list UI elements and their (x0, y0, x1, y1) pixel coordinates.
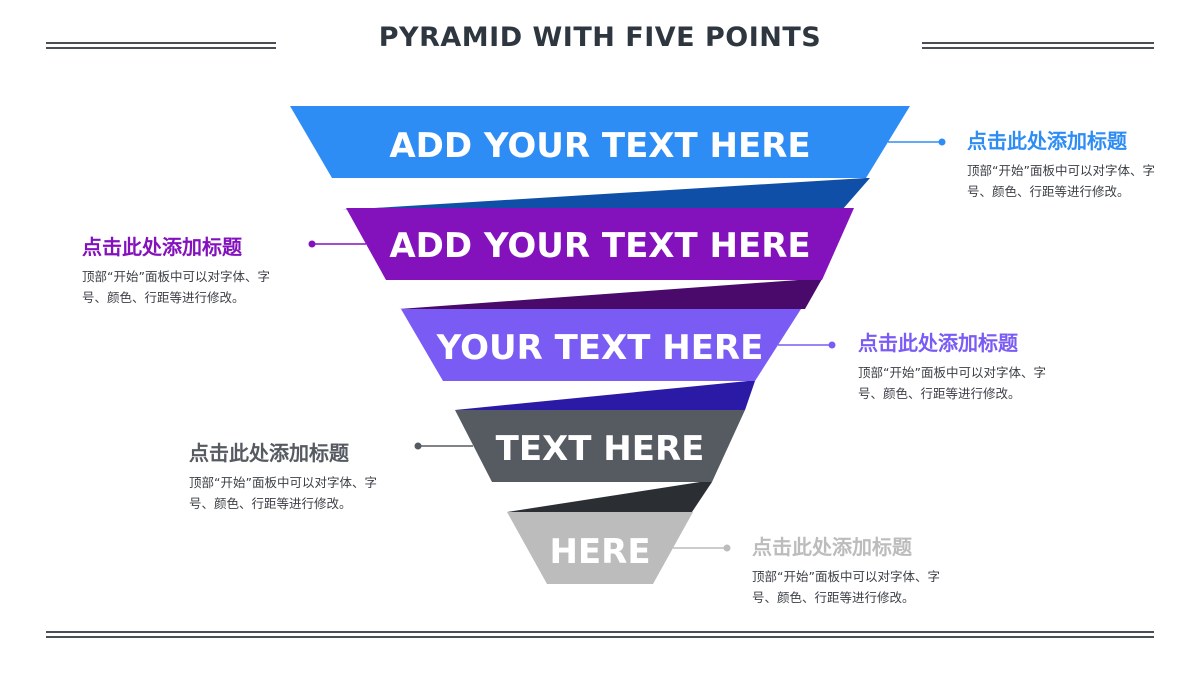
callout-5: 点击此处添加标题 顶部“开始”面板中可以对字体、字号、颜色、行距等进行修改。 (752, 534, 972, 608)
callout-3-body: 顶部“开始”面板中可以对字体、字号、颜色、行距等进行修改。 (858, 365, 1046, 401)
tier-4-label: TEXT HERE (495, 429, 705, 469)
tier-3-label: YOUR TEXT HERE (436, 328, 764, 368)
callout-4-body: 顶部“开始”面板中可以对字体、字号、颜色、行距等进行修改。 (189, 475, 377, 511)
callout-5-body: 顶部“开始”面板中可以对字体、字号、颜色、行距等进行修改。 (752, 569, 940, 605)
connector-5 (673, 544, 731, 552)
callout-2-body: 顶部“开始”面板中可以对字体、字号、颜色、行距等进行修改。 (82, 269, 270, 305)
tier-4-band (455, 410, 745, 482)
fold-2-3 (399, 279, 822, 309)
tier-1-band (290, 106, 910, 178)
callout-5-title: 点击此处添加标题 (752, 535, 912, 559)
callout-1-title: 点击此处添加标题 (967, 129, 1127, 153)
callout-4: 点击此处添加标题 顶部“开始”面板中可以对字体、字号、颜色、行距等进行修改。 (189, 440, 409, 514)
callout-2: 点击此处添加标题 顶部“开始”面板中可以对字体、字号、颜色、行距等进行修改。 (82, 234, 302, 308)
tier-5-label: HERE (549, 532, 651, 572)
connector-1 (888, 138, 946, 146)
callout-1: 点击此处添加标题 顶部“开始”面板中可以对字体、字号、颜色、行距等进行修改。 (967, 128, 1187, 202)
title-rule-left (46, 42, 276, 49)
fold-3-4 (455, 381, 755, 410)
callout-2-title: 点击此处添加标题 (82, 235, 242, 259)
page-title: PYRAMID WITH FIVE POINTS (378, 22, 822, 53)
connector-3 (778, 341, 836, 349)
footer-rule (46, 631, 1154, 638)
callout-4-title: 点击此处添加标题 (189, 441, 349, 465)
tier-2-band (346, 208, 854, 280)
callout-3: 点击此处添加标题 顶部“开始”面板中可以对字体、字号、颜色、行距等进行修改。 (858, 330, 1078, 404)
tier-3-band (401, 309, 801, 381)
tier-1-label: ADD YOUR TEXT HERE (389, 126, 811, 166)
fold-1-2 (342, 178, 870, 210)
connector-4 (414, 442, 473, 450)
tier-5-band (507, 512, 693, 584)
callout-3-title: 点击此处添加标题 (858, 331, 1018, 355)
callout-1-body: 顶部“开始”面板中可以对字体、字号、颜色、行距等进行修改。 (967, 163, 1155, 199)
title-rule-right (922, 42, 1154, 49)
connector-2 (308, 240, 366, 248)
tier-2-label: ADD YOUR TEXT HERE (389, 226, 811, 266)
fold-4-5 (507, 482, 712, 512)
